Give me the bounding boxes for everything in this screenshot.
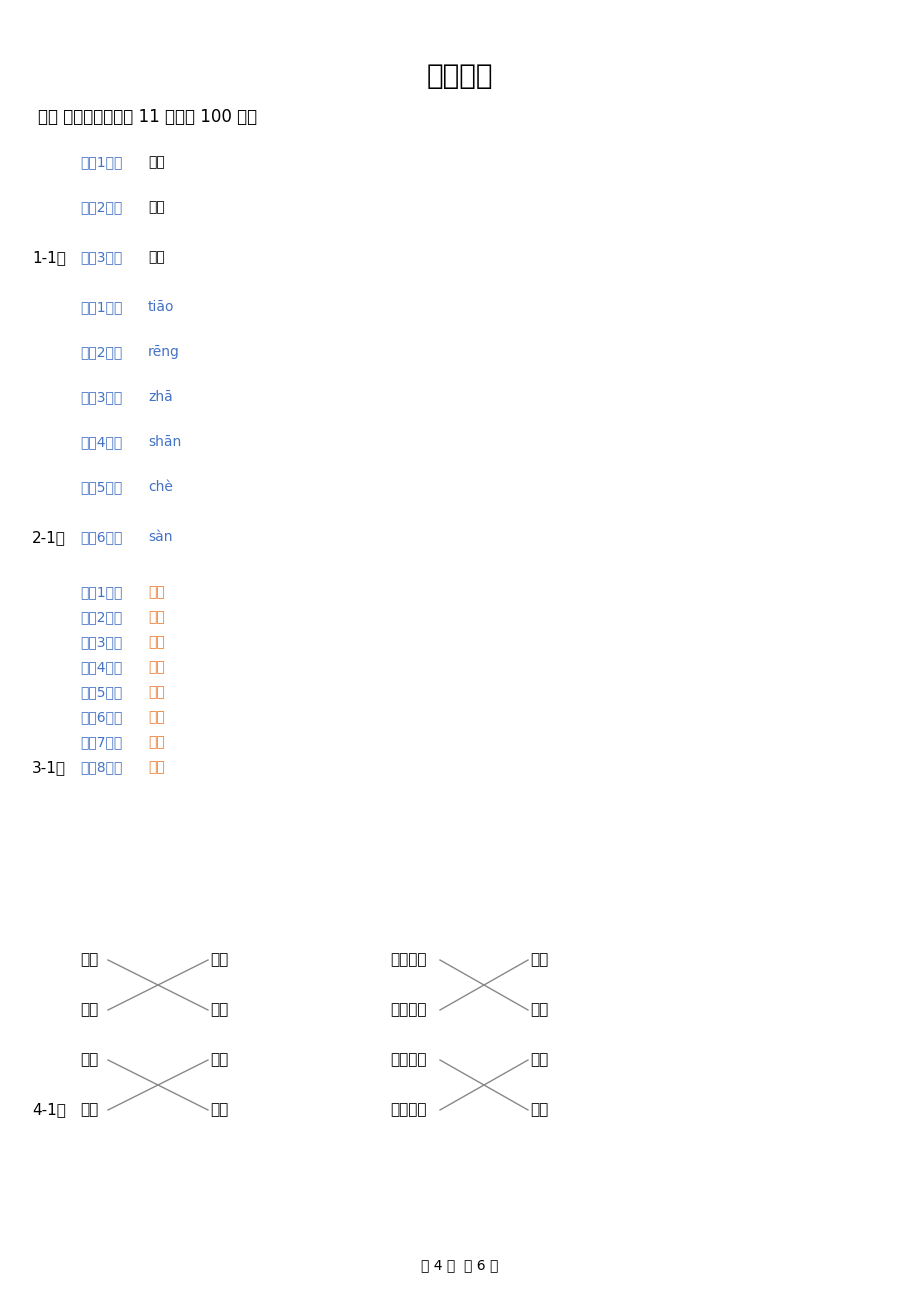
Text: 赞扬: 赞扬: [80, 1003, 98, 1017]
Text: 【第3空】: 【第3空】: [80, 635, 122, 648]
Text: 【第1空】: 【第1空】: [80, 299, 122, 314]
Text: 凸凸: 凸凸: [210, 953, 228, 967]
Text: 统一: 统一: [148, 760, 165, 773]
Text: 1-1、: 1-1、: [32, 250, 66, 266]
Text: 参考答案: 参考答案: [426, 62, 493, 90]
Text: 3-1、: 3-1、: [32, 760, 66, 775]
Text: 【第2空】: 【第2空】: [80, 201, 122, 214]
Text: chè: chè: [148, 480, 173, 493]
Text: shān: shān: [148, 435, 181, 449]
Text: 【第8空】: 【第8空】: [80, 760, 122, 773]
Text: 爱心献给: 爱心献给: [390, 1052, 426, 1068]
Text: 祖国: 祖国: [529, 1052, 548, 1068]
Text: 【第5空】: 【第5空】: [80, 685, 122, 699]
Text: 【第6空】: 【第6空】: [80, 530, 122, 544]
Text: 【第1空】: 【第1空】: [80, 155, 122, 169]
Text: 【第4空】: 【第4空】: [80, 660, 122, 674]
Text: 懒惰: 懒惰: [210, 1052, 228, 1068]
Text: zhā: zhā: [148, 391, 173, 404]
Text: 信心留给: 信心留给: [390, 1103, 426, 1117]
Text: 销毁: 销毁: [148, 585, 165, 599]
Text: 2-1、: 2-1、: [32, 530, 66, 546]
Text: 【第3空】: 【第3空】: [80, 391, 122, 404]
Text: tiāo: tiāo: [148, 299, 175, 314]
Text: 笨重: 笨重: [210, 1003, 228, 1017]
Text: 忠心献给: 忠心献给: [390, 953, 426, 967]
Text: 一、 基础知识。（共 11 题；共 100 分）: 一、 基础知识。（共 11 题；共 100 分）: [38, 108, 256, 126]
Text: 崎岖: 崎岖: [148, 635, 165, 648]
Text: 图腾: 图腾: [148, 611, 165, 624]
Text: 【第6空】: 【第6空】: [80, 710, 122, 724]
Text: 平整: 平整: [80, 1103, 98, 1117]
Text: 侵略: 侵略: [148, 685, 165, 699]
Text: 【第1空】: 【第1空】: [80, 585, 122, 599]
Text: 挑剔: 挑剔: [148, 710, 165, 724]
Text: 宏伟: 宏伟: [148, 736, 165, 749]
Text: 上衣: 上衣: [148, 201, 165, 214]
Text: 社会: 社会: [529, 953, 548, 967]
Text: sàn: sàn: [148, 530, 173, 544]
Text: 【第2空】: 【第2空】: [80, 611, 122, 624]
Text: 【第4空】: 【第4空】: [80, 435, 122, 449]
Text: 邋遢: 邋遢: [210, 1103, 228, 1117]
Text: rēng: rēng: [148, 345, 180, 359]
Text: 勤劳: 勤劳: [80, 953, 98, 967]
Text: 自己: 自己: [529, 1003, 548, 1017]
Text: 出来: 出来: [148, 250, 165, 264]
Text: 【第3空】: 【第3空】: [80, 250, 122, 264]
Text: 轻快: 轻快: [80, 1052, 98, 1068]
Text: 【第5空】: 【第5空】: [80, 480, 122, 493]
Text: 父母: 父母: [529, 1103, 548, 1117]
Text: 【第7空】: 【第7空】: [80, 736, 122, 749]
Text: 瓜果: 瓜果: [148, 155, 165, 169]
Text: 【第2空】: 【第2空】: [80, 345, 122, 359]
Text: 骨髓: 骨髓: [148, 660, 165, 674]
Text: 4-1、: 4-1、: [32, 1103, 66, 1117]
Text: 孝心献给: 孝心献给: [390, 1003, 426, 1017]
Text: 第 4 页  共 6 页: 第 4 页 共 6 页: [421, 1258, 498, 1272]
